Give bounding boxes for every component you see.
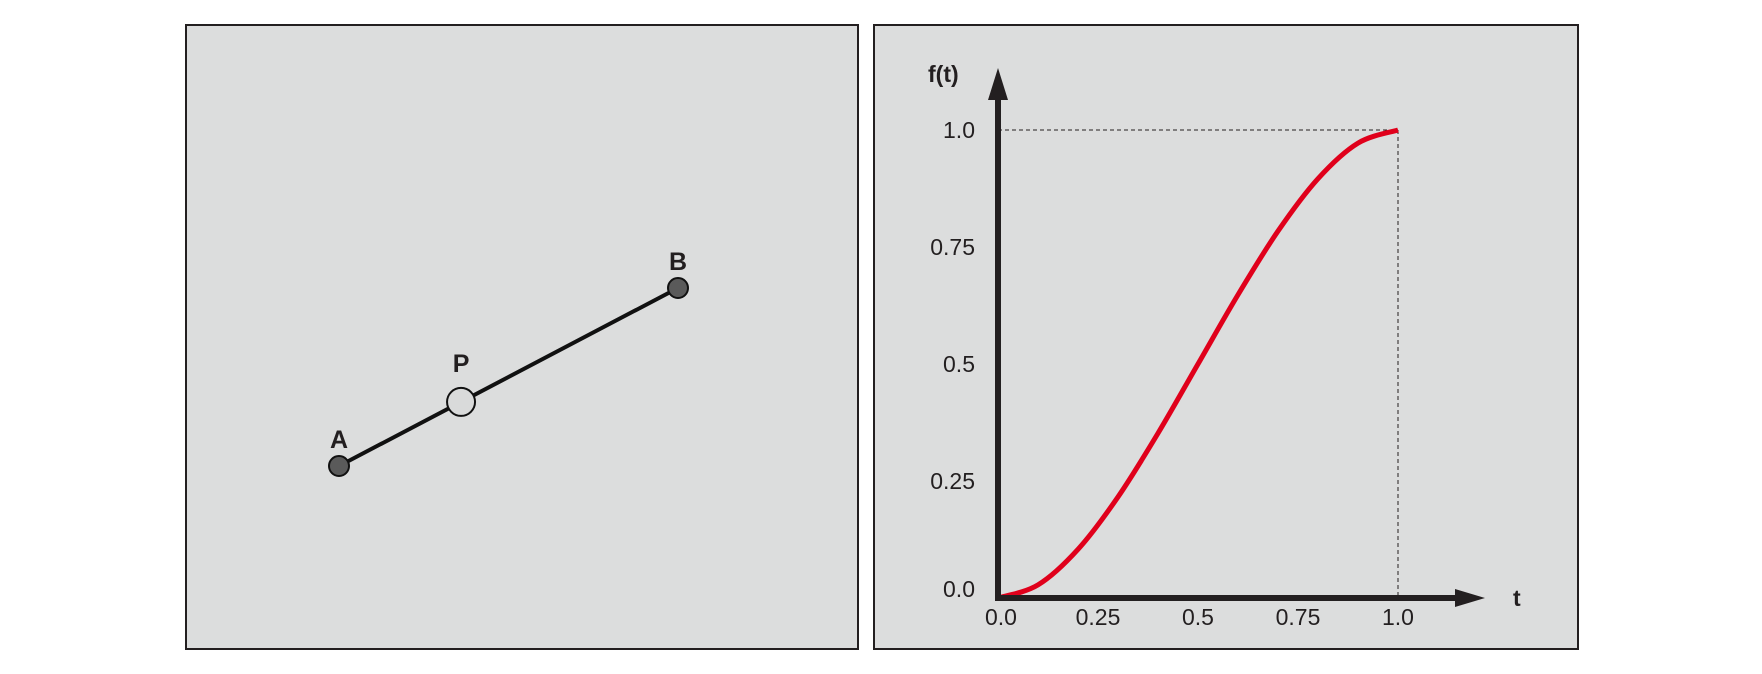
right-panel: t f(t) 0.0 0.25 0.5 0.75 1.0 0.0 0.25 0.…: [873, 24, 1579, 650]
segment-diagram: A P B: [328, 248, 689, 477]
x-axis-arrow-icon: [1455, 589, 1485, 607]
label-p: P: [453, 350, 470, 378]
label-b: B: [669, 248, 687, 276]
x-tick-label: 1.0: [1382, 604, 1414, 630]
left-panel: A P B: [185, 24, 859, 650]
segment-ab: [338, 286, 679, 468]
label-a: A: [330, 426, 348, 454]
curve-series: [997, 127, 1399, 601]
point-a: [328, 455, 350, 477]
x-tick-label: 0.75: [1276, 604, 1321, 630]
easing-chart: t f(t) 0.0 0.25 0.5 0.75 1.0 0.0 0.25 0.…: [928, 61, 1521, 630]
x-tick-labels: 0.0 0.25 0.5 0.75 1.0: [985, 604, 1414, 630]
point-p: [446, 386, 477, 417]
x-tick-label: 0.5: [1182, 604, 1214, 630]
y-tick-label: 0.5: [943, 351, 975, 377]
x-tick-label: 0.0: [985, 604, 1017, 630]
y-tick-label: 0.25: [930, 468, 975, 494]
y-tick-label: 0.75: [930, 234, 975, 260]
point-b: [667, 277, 689, 299]
x-tick-label: 0.25: [1076, 604, 1121, 630]
y-tick-label: 1.0: [943, 117, 975, 143]
y-tick-labels: 0.0 0.25 0.5 0.75 1.0: [930, 117, 975, 602]
y-axis-arrow-icon: [988, 68, 1008, 100]
y-tick-label: 0.0: [943, 576, 975, 602]
x-axis-label: t: [1513, 585, 1521, 611]
y-axis-label: f(t): [928, 61, 959, 87]
